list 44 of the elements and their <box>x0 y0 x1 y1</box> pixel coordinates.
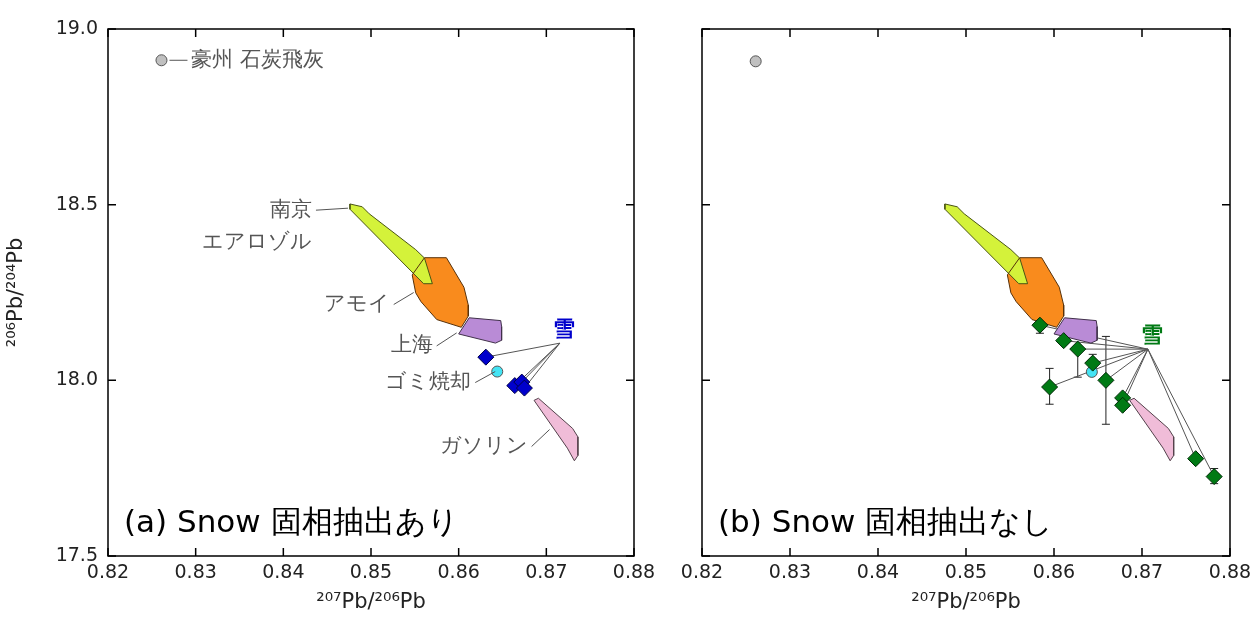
point <box>1205 468 1223 486</box>
annotation: 南京 <box>269 196 312 221</box>
y-tick-label: 18.0 <box>55 367 98 390</box>
text: (b) Snow 固相抽出なし <box>718 503 1054 539</box>
x-tick-label: 0.85 <box>944 560 988 583</box>
annotation: エアロゾル <box>201 228 312 253</box>
point <box>1055 332 1073 350</box>
x-tick-label: 0.86 <box>437 560 480 583</box>
point <box>1084 354 1102 372</box>
y-axis-title: ²⁰⁶Pb/²⁰⁴Pb <box>3 237 28 348</box>
point <box>515 379 533 397</box>
x-tick-label: 0.82 <box>680 560 724 583</box>
y-tick-label: 18.5 <box>55 191 98 214</box>
point <box>1031 316 1049 334</box>
x-axis-title: ²⁰⁷Pb/²⁰⁶Pb <box>316 588 426 613</box>
annotation: ゴミ焼却 <box>385 369 472 393</box>
point <box>491 365 504 378</box>
annotation: ガソリン <box>439 432 528 457</box>
x-tick-label: 0.87 <box>1120 560 1164 583</box>
point <box>749 55 762 68</box>
y-tick-label: 19.0 <box>55 15 98 38</box>
x-tick-label: 0.88 <box>1208 560 1251 583</box>
x-tick-label: 0.88 <box>612 560 656 583</box>
annotation: 豪州 石炭飛灰 <box>191 46 325 71</box>
point <box>155 54 168 67</box>
annotation: 上海 <box>390 332 433 357</box>
annotation: アモイ <box>323 290 390 315</box>
x-tick-label: 0.83 <box>174 560 217 583</box>
x-tick-label: 0.85 <box>349 560 393 583</box>
text: 雪 <box>552 315 575 341</box>
point <box>1187 450 1205 468</box>
point <box>1097 371 1115 389</box>
series-label: 雪 <box>1140 321 1163 347</box>
text: (a) Snow 固相抽出あり <box>124 503 459 539</box>
x-tick-label: 0.87 <box>525 560 568 583</box>
x-tick-label: 0.84 <box>262 560 305 583</box>
x-axis-title: ²⁰⁷Pb/²⁰⁶Pb <box>911 588 1021 613</box>
x-tick-label: 0.86 <box>1032 560 1076 583</box>
x-tick-label: 0.84 <box>856 560 900 583</box>
point <box>1041 378 1059 396</box>
point <box>1114 396 1132 414</box>
x-tick-label: 0.83 <box>768 560 812 583</box>
point <box>1069 340 1087 358</box>
point <box>477 348 495 366</box>
